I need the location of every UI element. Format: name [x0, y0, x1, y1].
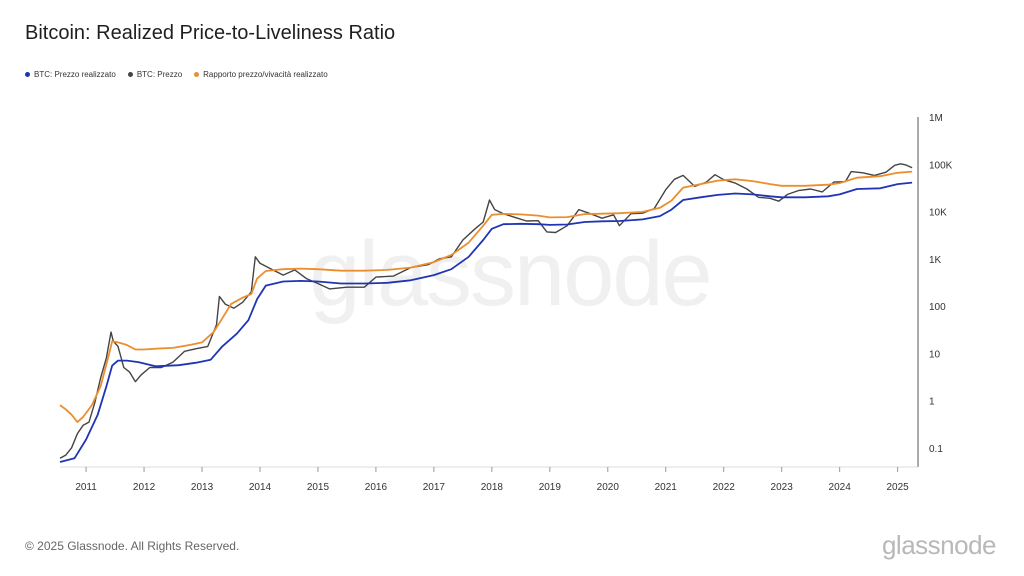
x-tick-label: 2020	[597, 482, 620, 493]
watermark-logo: glassnode	[309, 223, 710, 325]
y-axis-ticks: 0.1 1 10 100 1K 10K 100K 1M	[929, 113, 953, 455]
legend-dot-realized-price	[25, 72, 30, 77]
x-tick-label: 2017	[423, 482, 446, 493]
legend-label-price: BTC: Prezzo	[136, 70, 183, 79]
x-tick-label: 2015	[307, 482, 330, 493]
y-tick-label: 1	[929, 397, 935, 408]
glassnode-logo[interactable]: glassnode	[881, 530, 997, 560]
legend-item-liveliness-ratio[interactable]: Rapporto prezzo/vivacità realizzato	[194, 70, 328, 79]
legend-label-realized-price: BTC: Prezzo realizzato	[34, 70, 116, 79]
y-tick-label: 10	[929, 349, 941, 360]
y-tick-label: 1M	[929, 113, 943, 124]
chart-legend: BTC: Prezzo realizzato BTC: Prezzo Rappo…	[25, 70, 328, 79]
legend-item-price[interactable]: BTC: Prezzo	[127, 70, 183, 79]
series-line-price[interactable]	[59, 163, 913, 459]
y-tick-label: 10K	[929, 208, 947, 219]
x-tick-label: 2016	[365, 482, 388, 493]
x-tick-label: 2021	[655, 482, 678, 493]
series-line-liveliness-ratio[interactable]	[59, 170, 913, 424]
copyright-text: © 2025 Glassnode. All Rights Reserved.	[25, 539, 240, 553]
x-tick-label: 2013	[191, 482, 214, 493]
legend-label-liveliness-ratio: Rapporto prezzo/vivacità realizzato	[203, 70, 328, 79]
x-tick-label: 2014	[249, 482, 272, 493]
x-tick-label: 2011	[75, 482, 97, 493]
y-tick-label: 0.1	[929, 444, 943, 455]
legend-dot-liveliness-ratio	[194, 72, 200, 77]
x-tick-label: 2012	[133, 482, 156, 493]
y-tick-label: 100K	[929, 160, 953, 171]
legend-item-realized-price[interactable]: BTC: Prezzo realizzato	[25, 70, 116, 79]
chart-title: Bitcoin: Realized Price-to-Liveliness Ra…	[25, 22, 396, 44]
x-tick-label: 2018	[481, 482, 504, 493]
x-tick-label: 2022	[713, 482, 736, 493]
legend-dot-price	[127, 72, 133, 77]
x-tick-label: 2025	[886, 482, 909, 493]
series-layer	[59, 163, 913, 463]
x-axis-ticks: 2011 2012 2013 2014 2015 2016 2017 2018 2019 2020…	[75, 467, 909, 493]
x-tick-label: 2019	[539, 482, 562, 493]
x-tick-label: 2023	[771, 482, 794, 493]
x-tick-label: 2024	[829, 482, 852, 493]
series-line-realized-price[interactable]	[59, 181, 913, 463]
y-tick-label: 100	[929, 302, 946, 313]
y-tick-label: 1K	[929, 255, 942, 266]
